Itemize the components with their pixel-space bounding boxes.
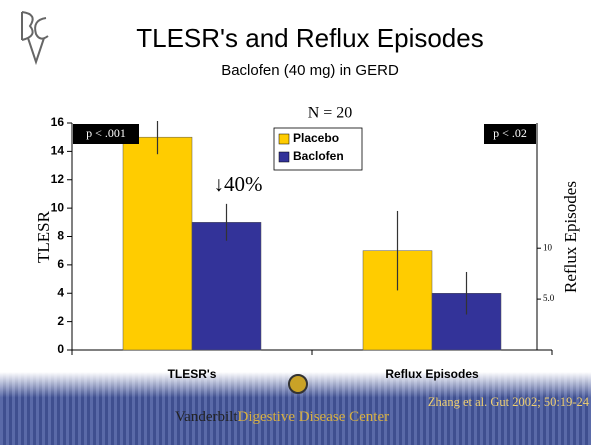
footer-brand-2: Digestive Disease Center bbox=[237, 409, 389, 425]
y-tick-label: 6 bbox=[57, 257, 64, 271]
annotation: p < .001 bbox=[86, 126, 126, 140]
y2-axis-label: Reflux Episodes bbox=[561, 181, 580, 293]
y-axis-label: TLESR bbox=[34, 210, 53, 263]
annotation: ↓40% bbox=[214, 172, 263, 196]
footer-brand-1: Vanderbilt bbox=[175, 409, 238, 425]
footer-emblem bbox=[288, 374, 308, 394]
chart-title: TLESR's and Reflux Episodes bbox=[136, 23, 483, 53]
annotation-box bbox=[484, 124, 536, 144]
footer-brand: VanderbiltDigestive Disease Center bbox=[175, 409, 389, 425]
annotation-box bbox=[73, 124, 139, 144]
y2-tick-label: 10 bbox=[543, 242, 553, 252]
y-tick-label: 0 bbox=[57, 342, 64, 356]
x-tick-label: TLESR's bbox=[168, 367, 217, 381]
source: Zhang et al. Gut 2002; 50:19-24 bbox=[428, 395, 590, 409]
y-tick-label: 16 bbox=[51, 115, 65, 129]
legend-swatch bbox=[278, 151, 290, 163]
annotation: p < .02 bbox=[493, 126, 527, 140]
logo bbox=[21, 11, 49, 66]
annotation: N = 20 bbox=[308, 105, 353, 122]
bar bbox=[191, 222, 262, 351]
y-tick-label: 4 bbox=[57, 285, 64, 299]
bar bbox=[122, 136, 193, 351]
legend-swatch bbox=[278, 133, 290, 145]
y-tick-label: 2 bbox=[57, 314, 64, 328]
legend-label: Placebo bbox=[293, 131, 339, 145]
y2-tick-label: 5.0 bbox=[543, 293, 555, 303]
y-tick-label: 12 bbox=[51, 172, 65, 186]
y-tick-label: 10 bbox=[51, 200, 65, 214]
legend-label: Baclofen bbox=[293, 149, 344, 163]
y-tick-label: 8 bbox=[57, 229, 64, 243]
x-tick-label: Reflux Episodes bbox=[385, 367, 479, 381]
y-tick-label: 14 bbox=[51, 144, 65, 158]
chart-subtitle: Baclofen (40 mg) in GERD bbox=[221, 62, 399, 79]
